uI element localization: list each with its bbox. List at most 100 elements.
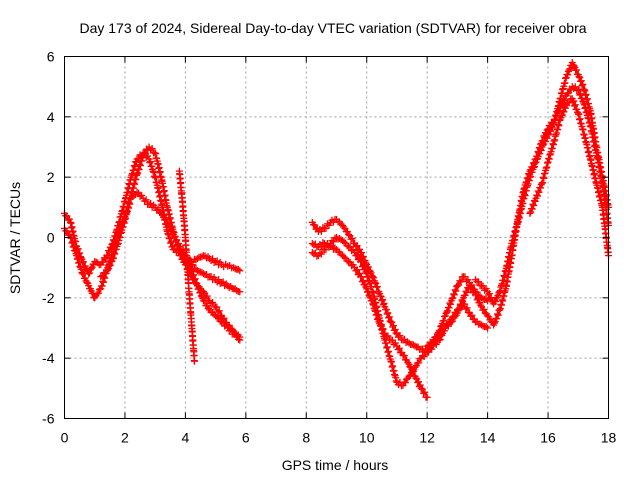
axis-ticks: 0 2 4 6 8 10 12 14 16 18 -6 -4 -2 0 2 4 6	[42, 49, 616, 446]
data-point-interp	[467, 285, 475, 293]
data-point-interp	[191, 275, 199, 283]
series-track-j	[472, 59, 612, 308]
data-point-interp	[494, 311, 502, 319]
data-point-interp	[447, 300, 455, 308]
data-point-interp	[358, 249, 366, 257]
data-point-interp	[493, 310, 501, 318]
data-point-interp	[110, 249, 118, 257]
data-point-interp	[130, 166, 138, 174]
data-point-interp	[374, 314, 382, 322]
data-point-interp	[565, 66, 573, 74]
data-point-interp	[485, 313, 493, 321]
data-point-interp	[377, 293, 385, 301]
series-track-d	[175, 167, 198, 365]
data-point-interp	[210, 258, 218, 266]
data-point-interp	[462, 277, 470, 285]
x-tick-label: 18	[601, 430, 617, 446]
data-point-interp	[166, 234, 174, 242]
data-point-interp	[443, 308, 451, 316]
data-point-interp	[348, 235, 356, 243]
data-point	[345, 258, 353, 266]
data-point-interp	[528, 205, 536, 213]
data-point-interp	[463, 304, 471, 312]
data-point-interp	[364, 273, 372, 281]
data-point-interp	[561, 104, 569, 112]
data-point-interp	[70, 242, 78, 250]
data-point-interp	[167, 227, 175, 235]
series-track-e	[181, 252, 244, 341]
data-point	[193, 255, 201, 263]
data-point-interp	[79, 270, 87, 278]
data-point-interp	[111, 250, 119, 258]
data-point-interp	[140, 149, 148, 157]
x-tick-label: 2	[121, 430, 129, 446]
data-point-interp	[385, 313, 393, 321]
data-point	[393, 330, 401, 338]
data-point	[133, 188, 141, 196]
x-tick-label: 14	[480, 430, 496, 446]
data-point-interp	[198, 253, 206, 261]
data-point	[218, 318, 226, 326]
y-tick-label: -2	[42, 290, 55, 306]
data-point-interp	[391, 325, 399, 333]
data-point-interp	[444, 322, 452, 330]
data-point-interp	[474, 295, 482, 303]
data-point	[145, 200, 153, 208]
data-point-interp	[379, 325, 387, 333]
data-point-interp	[475, 278, 483, 286]
data-point	[230, 264, 238, 272]
data-point-interp	[215, 276, 223, 284]
data-point-interp	[366, 279, 374, 287]
data-point-interp	[149, 167, 157, 175]
data-point-interp	[195, 284, 203, 292]
data-point	[212, 258, 220, 266]
data-point-interp	[420, 389, 428, 397]
x-tick-label: 0	[61, 430, 69, 446]
data-point-interp	[77, 265, 85, 273]
data-point	[230, 330, 238, 338]
y-tick-label: 4	[47, 109, 55, 125]
data-point-interp	[530, 202, 538, 210]
data-point-interp	[412, 374, 420, 382]
data-point	[236, 267, 244, 275]
data-point-interp	[485, 290, 493, 298]
data-point-interp	[78, 269, 86, 277]
data-point-interp	[407, 363, 415, 371]
data-point-interp	[154, 205, 162, 213]
data-point-interp	[168, 225, 176, 233]
data-point-interp	[136, 162, 144, 170]
data-point-interp	[419, 345, 427, 353]
data-point-interp	[76, 262, 84, 270]
data-point-interp	[575, 73, 583, 81]
data-point-interp	[419, 352, 427, 360]
data-point-interp	[173, 236, 181, 244]
data-point-interp	[352, 267, 360, 275]
data-point-interp	[530, 163, 538, 171]
data-point-interp	[379, 296, 387, 304]
data-point-interp	[491, 298, 499, 306]
x-tick-label: 16	[540, 430, 556, 446]
data-point-interp	[452, 287, 460, 295]
data-point-interp	[448, 295, 456, 303]
data-point-interp	[319, 224, 327, 232]
data-point-interp	[204, 304, 212, 312]
data-point-interp	[573, 105, 581, 113]
data-point-interp	[75, 259, 83, 267]
data-point-interp	[432, 341, 440, 349]
data-point-interp	[138, 154, 146, 162]
data-point-interp	[325, 243, 333, 251]
data-point-interp	[456, 304, 464, 312]
data-point-interp	[146, 158, 154, 166]
data-point-interp	[343, 257, 351, 265]
data-point	[478, 294, 486, 302]
data-point-interp	[369, 301, 377, 309]
data-point-interp	[450, 291, 458, 299]
x-axis-label: GPS time / hours	[282, 457, 389, 473]
y-tick-label: 0	[47, 230, 55, 246]
data-point-interp	[395, 344, 403, 352]
data-point-interp	[482, 323, 490, 331]
data-point-interp	[94, 289, 102, 297]
data-point-interp	[135, 166, 143, 174]
x-tick-label: 12	[419, 430, 435, 446]
data-point-interp	[392, 329, 400, 337]
